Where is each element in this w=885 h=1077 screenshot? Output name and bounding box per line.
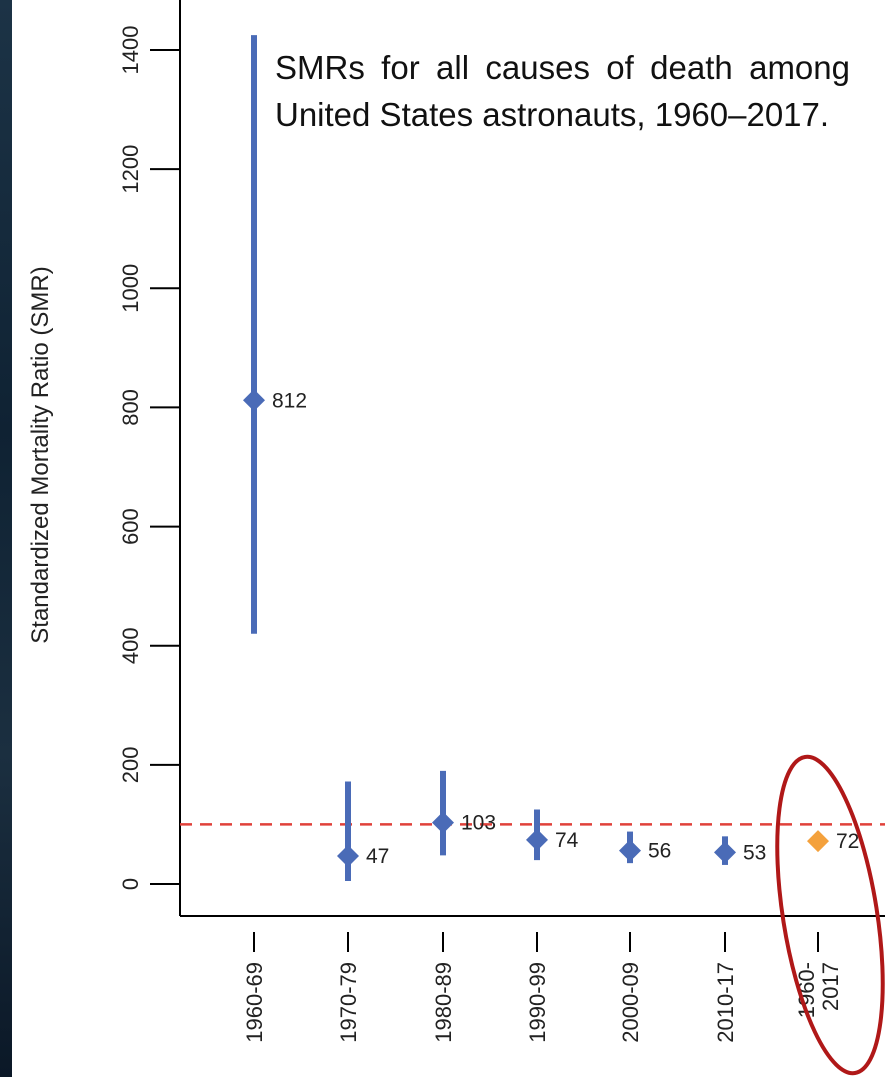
- y-tick-label: 1200: [118, 145, 143, 194]
- data-label: 47: [366, 845, 389, 868]
- data-point: [807, 830, 829, 853]
- x-tick-label: 1980-89: [431, 962, 456, 1043]
- data-point: [526, 828, 548, 851]
- chart-annotation: SMRs for all causes of death among Unite…: [275, 49, 850, 133]
- y-tick-label: 1400: [118, 26, 143, 75]
- x-tick-label: 1990-99: [525, 962, 550, 1043]
- data-label: 812: [272, 389, 307, 412]
- y-tick-label: 0: [118, 878, 143, 890]
- x-tick-label: 2010-17: [713, 962, 738, 1043]
- data-label: 53: [743, 841, 766, 864]
- chart-panel: [12, 0, 885, 1077]
- background-strip: [0, 0, 12, 1077]
- data-point: [243, 389, 265, 412]
- y-tick-label: 800: [118, 389, 143, 426]
- y-axis-label: Standardized Mortality Ratio (SMR): [27, 266, 54, 643]
- data-point: [337, 845, 359, 868]
- x-tick-label: 1960-69: [242, 962, 267, 1043]
- data-label: 56: [648, 840, 671, 863]
- highlight-ellipse: [775, 754, 885, 1076]
- data-label: 103: [461, 812, 496, 835]
- data-label: 74: [555, 829, 579, 852]
- y-tick-label: 200: [118, 746, 143, 783]
- data-point: [432, 811, 454, 834]
- data-point: [619, 839, 641, 862]
- data-point: [714, 841, 736, 864]
- x-tick-label: 1970-79: [336, 962, 361, 1043]
- x-tick-label: 2017: [818, 962, 843, 1011]
- y-tick-label: 400: [118, 627, 143, 664]
- x-tick-label: 2000-09: [618, 962, 643, 1043]
- data-label: 72: [836, 830, 859, 853]
- y-tick-label: 1000: [118, 264, 143, 313]
- y-tick-label: 600: [118, 508, 143, 545]
